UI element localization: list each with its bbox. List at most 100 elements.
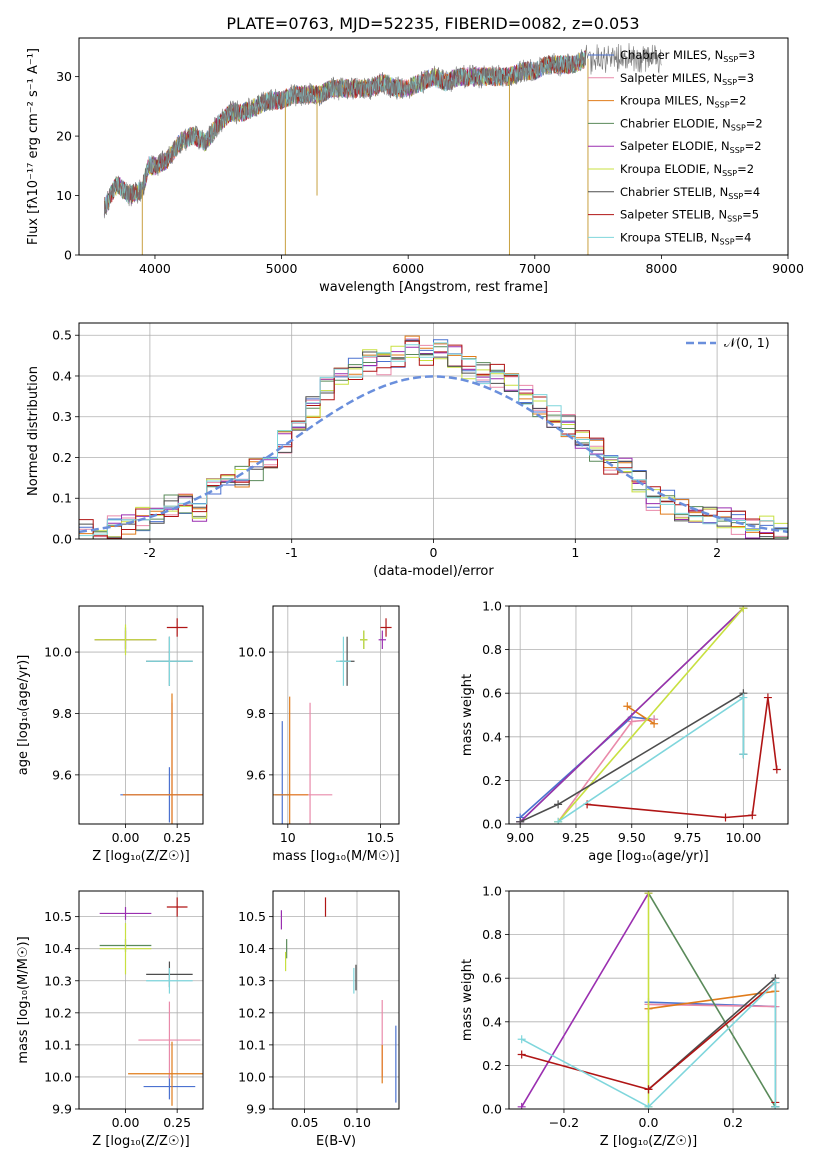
x-tick-label: -1: [285, 545, 297, 560]
legend-count: =5: [742, 208, 759, 222]
plot-area-age_vs_mass: [273, 618, 392, 824]
x-tick-label: -2: [144, 545, 156, 560]
legend-label-kroupa_stelib: Kroupa STELIB, NSSP=4: [620, 230, 751, 246]
y-tick-label: 10.0: [44, 645, 72, 660]
axes-frame: [508, 890, 789, 1110]
axes-mass_vs_Z: 0.00 0.25 9.9 10.0 10.1 10.2 10.3 10.4 10.5 Z [lo…: [16, 890, 204, 1149]
plot-area-weight_vs_Z: [517, 891, 780, 1109]
axes-frame: [78, 322, 789, 540]
legend-subscript: SSP: [715, 101, 730, 110]
y-tick-label: 9.6: [246, 767, 266, 782]
y-tick-label: 0.5: [52, 328, 72, 343]
y-tick-label: 9.9: [246, 1102, 266, 1117]
y-tick-label: 10: [56, 188, 72, 203]
y-tick-label: 0.2: [52, 450, 72, 465]
x-tick-label: 0.00: [112, 830, 140, 845]
gauss-curve: [79, 375, 788, 534]
weight-marker-kroupa_stelib: [771, 978, 780, 987]
x-axis-label: E(B-V): [316, 1134, 356, 1149]
x-axis-label: mass [log₁₀(M/M☉)]: [272, 849, 399, 864]
x-axis-label: (data-model)/error: [373, 564, 494, 579]
x-tick-label: 0.0: [639, 1115, 659, 1130]
axes-frame: [78, 605, 204, 825]
weight-marker-salpeter_stelib: [721, 813, 730, 822]
y-tick-label: 10.3: [44, 973, 72, 988]
weight-line-kroupa_miles: [626, 705, 655, 725]
weight-marker-chabrier_stelib: [554, 800, 563, 809]
x-axis-label: wavelength [Angstrom, rest frame]: [319, 280, 548, 295]
legend-subscript: SSP: [727, 215, 742, 224]
weight-marker-kroupa_stelib: [644, 1102, 653, 1109]
legend-label-chabrier_stelib: Chabrier STELIB, NSSP=4: [620, 185, 760, 201]
y-tick-label: 9.6: [52, 767, 72, 782]
y-tick-label: 0.0: [52, 532, 72, 547]
x-axis-label: age [log₁₀(age/yr)]: [588, 849, 709, 864]
weight-marker-salpeter_miles: [627, 717, 636, 726]
axes-frame: [78, 37, 789, 256]
weight-marker-kroupa_elodie: [739, 606, 748, 613]
x-tick-label: 0.05: [291, 1115, 319, 1130]
weight-marker-kroupa_stelib: [771, 1102, 780, 1109]
y-tick-label: 0.4: [482, 729, 502, 744]
y-tick-label: 0.0: [482, 1102, 502, 1117]
x-tick-label: 0.10: [343, 1115, 371, 1130]
legend-label-chabrier_miles: Chabrier MILES, NSSP=3: [620, 48, 755, 64]
x-tick-label: 1: [571, 545, 579, 560]
y-axis-label: mass [log₁₀(M/M☉)]: [16, 936, 31, 1063]
x-tick-label: 2: [713, 545, 721, 560]
y-tick-label: 30: [56, 69, 72, 84]
y-axis-label: Flux [fλ10⁻¹⁷ erg cm⁻² s⁻¹ A⁻¹]: [26, 48, 41, 245]
y-tick-label: 10.4: [44, 941, 72, 956]
weight-marker-kroupa_stelib: [739, 750, 748, 759]
x-tick-label: 0.25: [163, 830, 191, 845]
weight-marker-salpeter_stelib: [772, 765, 781, 774]
x-axis-label: Z [log₁₀(Z/Z☉)]: [92, 849, 189, 864]
legend-subscript: SSP: [730, 146, 745, 155]
legend-count: =2: [730, 94, 747, 108]
y-tick-label: 0.0: [482, 817, 502, 832]
y-axis-label: mass weight: [460, 674, 475, 756]
legend-gauss-label: 𝒩(0, 1): [724, 335, 770, 350]
x-tick-label: 5000: [266, 261, 298, 276]
x-tick-label: 9.25: [562, 830, 590, 845]
weight-marker-kroupa_elodie: [644, 891, 653, 898]
y-axis-label: mass weight: [460, 959, 475, 1041]
axes-age_vs_mass: 10 10.5 9.6 9.8 10.0 mass [log₁₀(M/M☉)]: [238, 605, 400, 864]
x-tick-label: 8000: [645, 261, 677, 276]
y-tick-label: 20: [56, 129, 72, 144]
x-tick-label: 6000: [392, 261, 424, 276]
weight-marker-salpeter_elodie: [517, 1102, 526, 1109]
legend-count: =2: [746, 116, 763, 130]
legend-label-salpeter_stelib: Salpeter STELIB, NSSP=5: [620, 208, 759, 224]
plot-area-age_vs_Z: [94, 618, 203, 824]
y-tick-label: 10.2: [44, 1005, 72, 1020]
plot-area-spectrum: [103, 43, 662, 255]
y-tick-label: 0.4: [482, 1014, 502, 1029]
weight-line-salpeter_miles: [648, 1003, 776, 1008]
legend-count: =3: [738, 48, 755, 62]
legend-count: =3: [737, 71, 754, 85]
weight-marker-kroupa_miles: [623, 702, 632, 711]
weight-marker-salpeter_stelib: [644, 1085, 653, 1094]
y-axis-label: age [log₁₀(age/yr)]: [16, 655, 31, 776]
weight-marker-kroupa_stelib: [554, 817, 563, 824]
y-tick-label: 9.8: [52, 706, 72, 721]
hist-kroupa_stelib: [79, 342, 788, 537]
weight-line-kroupa_stelib: [521, 980, 777, 1108]
x-tick-label: 9.00: [506, 830, 534, 845]
weight-marker-salpeter_stelib: [517, 1050, 526, 1059]
weight-marker-chabrier_stelib: [516, 817, 525, 824]
legend-subscript: SSP: [723, 55, 738, 64]
axes-mass_vs_ebv: 0.05 0.10 9.9 10.0 10.1 10.2 10.3 10.4 10.5 E(B-V…: [238, 890, 400, 1149]
x-tick-label: 10.00: [725, 830, 761, 845]
y-tick-label: 0.4: [52, 368, 72, 383]
y-tick-label: 10.5: [238, 909, 266, 924]
y-tick-label: 0.8: [482, 642, 502, 657]
y-tick-label: 0.2: [482, 1058, 502, 1073]
y-axis-label: Normed distribution: [26, 366, 41, 496]
plot-area-mass_vs_Z: [99, 897, 203, 1106]
x-tick-label: 0.2: [723, 1115, 743, 1130]
x-tick-label: 9000: [772, 261, 804, 276]
axes-frame: [272, 890, 400, 1110]
weight-marker-kroupa_stelib: [739, 693, 748, 702]
